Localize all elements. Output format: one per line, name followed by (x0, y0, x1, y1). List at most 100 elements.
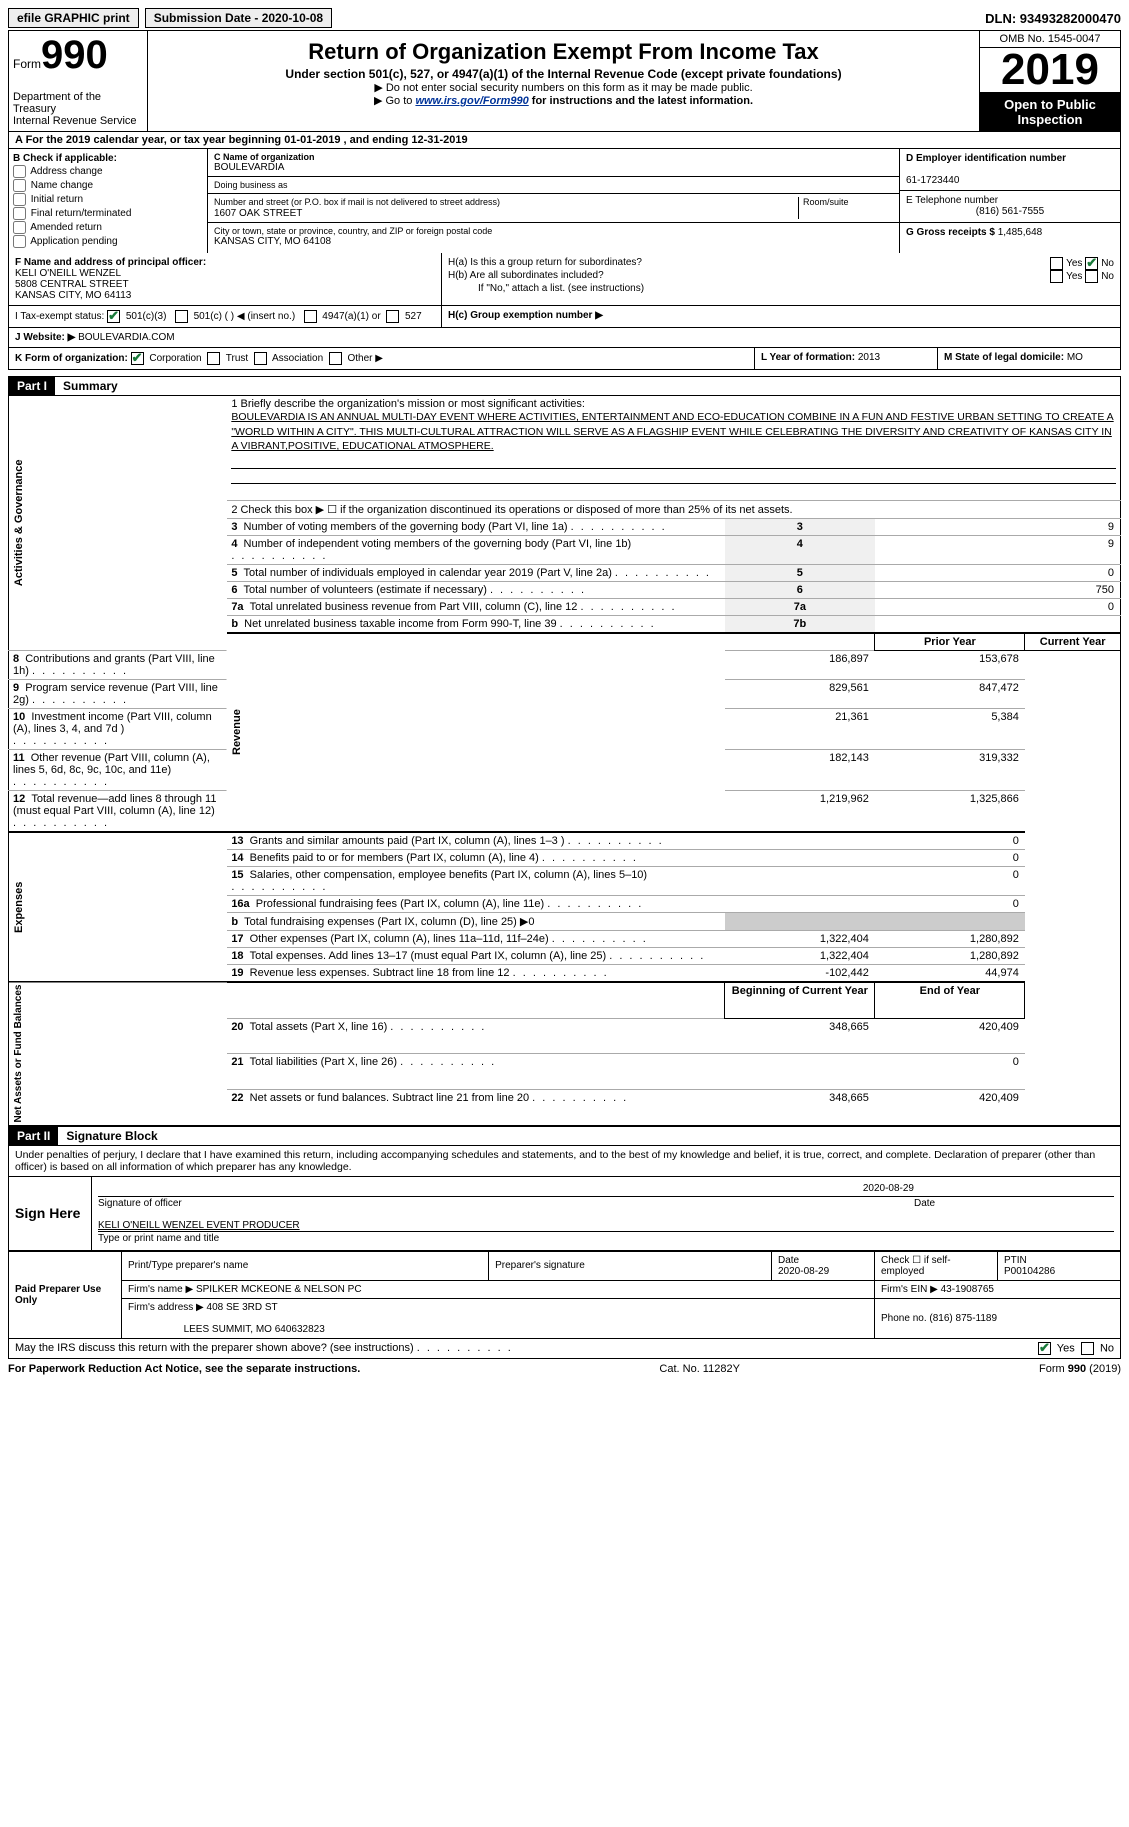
col-prior-year: Prior Year (875, 633, 1025, 651)
street-value: 1607 OAK STREET (214, 208, 302, 219)
part1-tag: Part I (9, 377, 55, 395)
preparer-sig-hdr: Preparer's signature (489, 1251, 772, 1280)
tax-year: 2019 (980, 48, 1120, 93)
col-boy: Beginning of Current Year (725, 982, 875, 1019)
chk-initial-return[interactable]: Initial return (13, 193, 203, 206)
header-left: Form990 Department of the Treasury Inter… (9, 31, 148, 131)
summary-table: Activities & Governance 1 Briefly descri… (8, 396, 1121, 1126)
chk-application-pending[interactable]: Application pending (13, 235, 203, 248)
box-b: B Check if applicable: Address change Na… (9, 149, 208, 253)
officer-name: KELI O'NEILL WENZEL (15, 268, 121, 279)
website-value: BOULEVARDIA.COM (78, 332, 175, 343)
name-title-label: Type or print name and title (98, 1233, 1114, 1244)
sign-here-block: Sign Here 2020-08-29 Signature of office… (8, 1177, 1121, 1251)
form-header: Form990 Department of the Treasury Inter… (8, 30, 1121, 132)
year-formation-label: L Year of formation: (761, 352, 855, 363)
chk-501c3[interactable] (107, 310, 120, 323)
chk-address-change[interactable]: Address change (13, 165, 203, 178)
row-a-tax-year: A For the 2019 calendar year, or tax yea… (8, 132, 1121, 149)
efile-button[interactable]: efile GRAPHIC print (8, 8, 139, 28)
col-current-year: Current Year (1025, 633, 1121, 651)
chk-name-change[interactable]: Name change (13, 179, 203, 192)
org-name-label: C Name of organization (214, 152, 893, 162)
city-value: KANSAS CITY, MO 64108 (214, 236, 893, 247)
section-ag: Activities & Governance (9, 396, 228, 650)
line2: 2 Check this box ▶ ☐ if the organization… (227, 501, 1120, 519)
discuss-no[interactable] (1081, 1342, 1094, 1355)
h-a-no[interactable] (1085, 257, 1098, 270)
paid-preparer-table: Paid Preparer Use Only Print/Type prepar… (8, 1251, 1121, 1339)
officer-name-title: KELI O'NEILL WENZEL EVENT PRODUCER (98, 1220, 1114, 1231)
perjury-text: Under penalties of perjury, I declare th… (8, 1146, 1121, 1177)
box-d-e-g: D Employer identification number 61-1723… (900, 149, 1120, 253)
chk-amended[interactable]: Amended return (13, 221, 203, 234)
city-label: City or town, state or province, country… (214, 226, 893, 236)
year-formation: 2013 (858, 352, 880, 363)
chk-501c[interactable] (175, 310, 188, 323)
sig-date-value: 2020-08-29 (98, 1183, 1114, 1194)
form-org-label: K Form of organization: (15, 353, 128, 364)
firm-name-label: Firm's name ▶ (128, 1284, 193, 1295)
room-label: Room/suite (803, 197, 849, 207)
firm-ein: 43-1908765 (941, 1284, 994, 1295)
box-h: H(a) Is this a group return for subordin… (442, 253, 1120, 305)
irs-link[interactable]: www.irs.gov/Form990 (415, 95, 528, 107)
footer-left: For Paperwork Reduction Act Notice, see … (8, 1363, 360, 1375)
preparer-date-hdr: Date (778, 1255, 799, 1266)
website-label: J Website: ▶ (15, 332, 75, 343)
chk-trust[interactable] (207, 352, 220, 365)
firm-ein-label: Firm's EIN ▶ (881, 1284, 938, 1295)
ein-label: D Employer identification number (906, 153, 1066, 164)
officer-label: F Name and address of principal officer: (15, 257, 206, 268)
section-netassets: Net Assets or Fund Balances (9, 982, 228, 1126)
h-c-label: H(c) Group exemption number ▶ (448, 310, 603, 321)
ptin-value: P00104286 (1004, 1266, 1055, 1277)
chk-527[interactable] (386, 310, 399, 323)
h-b-note: If "No," attach a list. (see instruction… (448, 283, 1114, 294)
col-eoy: End of Year (875, 982, 1025, 1019)
ein-value: 61-1723440 (906, 175, 959, 186)
submission-date-button[interactable]: Submission Date - 2020-10-08 (145, 8, 332, 28)
box-l: L Year of formation: 2013 (755, 348, 938, 369)
part2-tag: Part II (9, 1127, 58, 1145)
ptin-label: PTIN (1004, 1255, 1027, 1266)
paid-preparer-label: Paid Preparer Use Only (9, 1251, 122, 1338)
self-employed-check[interactable]: Check ☐ if self-employed (875, 1251, 998, 1280)
part2-title: Signature Block (58, 1127, 165, 1145)
officer-city: KANSAS CITY, MO 64113 (15, 290, 131, 301)
domicile-label: M State of legal domicile: (944, 352, 1064, 363)
discuss-yes[interactable] (1038, 1342, 1051, 1355)
box-f: F Name and address of principal officer:… (9, 253, 442, 305)
form-word: Form (13, 57, 41, 71)
firm-phone: (816) 875-1189 (929, 1313, 997, 1324)
chk-other[interactable] (329, 352, 342, 365)
h-a-yes[interactable] (1050, 257, 1063, 270)
box-h-c: H(c) Group exemption number ▶ (442, 306, 1120, 327)
box-i: I Tax-exempt status: 501(c)(3) 501(c) ( … (9, 306, 442, 327)
chk-final-return[interactable]: Final return/terminated (13, 207, 203, 220)
chk-4947[interactable] (304, 310, 317, 323)
h-b-yes[interactable] (1050, 270, 1063, 283)
note-ssn: ▶ Do not enter social security numbers o… (158, 81, 969, 94)
firm-name: SPILKER MCKEONE & NELSON PC (196, 1284, 362, 1295)
h-b-no[interactable] (1085, 270, 1098, 283)
irs-label: Internal Revenue Service (13, 115, 137, 127)
header-center: Return of Organization Exempt From Incom… (148, 31, 980, 131)
part1-title: Summary (55, 377, 126, 395)
firm-phone-label: Phone no. (881, 1313, 927, 1324)
street-label: Number and street (or P.O. box if mail i… (214, 197, 500, 207)
note-goto-pre: ▶ Go to (374, 95, 415, 107)
page-footer: For Paperwork Reduction Act Notice, see … (8, 1363, 1121, 1375)
box-m: M State of legal domicile: MO (938, 348, 1120, 369)
dln-label: DLN: 93493282000470 (985, 11, 1121, 26)
footer-mid: Cat. No. 11282Y (659, 1363, 740, 1375)
note-goto-post: for instructions and the latest informat… (529, 95, 753, 107)
info-grid: B Check if applicable: Address change Na… (8, 149, 1121, 253)
discuss-row: May the IRS discuss this return with the… (8, 1339, 1121, 1359)
line1-label: 1 Briefly describe the organization's mi… (231, 398, 585, 410)
chk-corp[interactable] (131, 352, 144, 365)
firm-addr2: LEES SUMMIT, MO 640632823 (184, 1324, 325, 1335)
tax-status-label: I Tax-exempt status: (15, 311, 104, 322)
firm-addr1: 408 SE 3RD ST (207, 1302, 278, 1313)
chk-assoc[interactable] (254, 352, 267, 365)
